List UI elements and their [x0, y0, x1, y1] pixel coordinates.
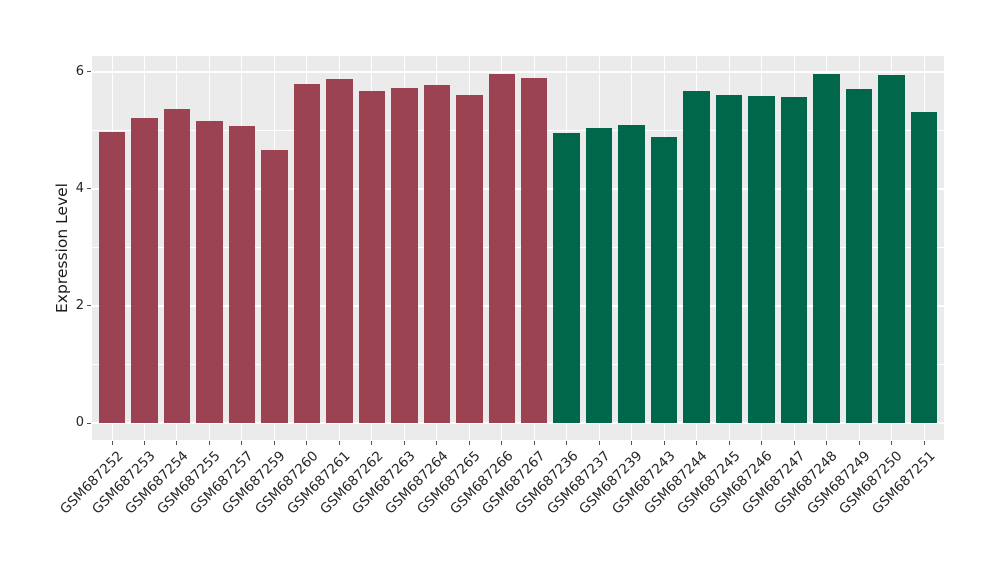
x-tick-mark: [436, 441, 438, 445]
x-tick-label-text: GSM687253: [89, 448, 159, 518]
x-tick-label-text: GSM687244: [641, 448, 711, 518]
x-tick-label-text: GSM687237: [544, 448, 614, 518]
x-tick-label-text: GSM687257: [186, 448, 257, 518]
x-tick-label-text: GSM687267: [479, 448, 549, 518]
x-tick-label-text: GSM687265: [414, 448, 484, 518]
bar-GSM687251: [910, 111, 938, 424]
x-tick-mark: [631, 441, 633, 445]
x-tick-label-text: GSM687236: [511, 448, 582, 518]
x-tick-mark: [858, 441, 860, 445]
x-tick-mark: [176, 441, 178, 445]
x-tick-label-text: GSM687255: [154, 448, 224, 518]
bar-GSM687250: [878, 74, 905, 423]
x-tick-label-text: GSM687247: [738, 448, 809, 518]
bar-GSM687247: [780, 96, 808, 424]
bar-GSM687260: [293, 84, 321, 424]
y-tick-mark: [87, 71, 91, 73]
minor-gridline: [92, 129, 944, 131]
bar-GSM687248: [813, 73, 840, 423]
major-gridline: [92, 304, 944, 307]
x-tick-label-text: GSM687249: [803, 448, 874, 518]
x-tick-label-text: GSM687246: [706, 448, 776, 518]
x-tick-mark: [338, 441, 340, 445]
y-axis-title: Expression Level: [53, 183, 71, 313]
bar-GSM687239: [618, 125, 645, 423]
bar-GSM687259: [261, 149, 288, 424]
x-tick-label-text: GSM687245: [673, 448, 744, 518]
x-tick-label-text: GSM687262: [316, 448, 387, 518]
x-tick-mark: [696, 441, 698, 445]
x-tick-label-text: GSM687248: [771, 448, 841, 518]
bar-GSM687245: [715, 94, 743, 423]
x-tick-mark: [306, 441, 308, 445]
x-tick-mark: [208, 441, 210, 445]
bar-GSM687267: [520, 77, 548, 424]
x-tick-label-text: GSM687259: [219, 448, 289, 518]
bar-GSM687257: [228, 125, 256, 424]
bar-GSM687265: [456, 94, 483, 423]
x-tick-mark: [923, 441, 925, 445]
x-tick-mark: [826, 441, 828, 445]
x-tick-label-text: GSM687263: [349, 448, 419, 518]
major-gridline: [92, 70, 944, 73]
x-tick-label-text: GSM687243: [609, 448, 679, 518]
bar-GSM687264: [423, 84, 451, 423]
x-tick-label-text: GSM687251: [868, 448, 939, 518]
x-tick-label-text: GSM687239: [576, 448, 646, 518]
bar-GSM687252: [98, 132, 126, 424]
bar-GSM687246: [748, 95, 775, 424]
bar-GSM687253: [131, 118, 158, 424]
x-tick-mark: [501, 441, 503, 445]
x-tick-mark: [143, 441, 145, 445]
x-tick-label-text: GSM687254: [121, 448, 192, 518]
x-tick-label-text: GSM687260: [251, 448, 322, 518]
x-tick-mark: [371, 441, 373, 445]
bar-GSM687266: [488, 73, 515, 423]
x-tick-mark: [111, 441, 113, 445]
bar-GSM687261: [326, 78, 353, 424]
x-tick-mark: [273, 441, 275, 445]
y-tick-label: 0: [75, 415, 84, 431]
bar-GSM687236: [553, 132, 580, 423]
bar-GSM687237: [585, 128, 613, 424]
y-tick-label: 6: [75, 63, 84, 79]
x-tick-mark: [728, 441, 730, 445]
x-tick-mark: [663, 441, 665, 445]
x-tick-mark: [891, 441, 893, 445]
bar-GSM687255: [196, 120, 223, 424]
y-tick-mark: [87, 305, 91, 307]
x-tick-mark: [468, 441, 470, 445]
x-tick-label-text: GSM687250: [836, 448, 906, 518]
bar-GSM687244: [683, 90, 710, 424]
y-tick-mark: [87, 188, 91, 190]
x-tick-mark: [793, 441, 795, 445]
plot-panel: [92, 56, 944, 440]
bar-GSM687243: [650, 136, 678, 423]
x-tick-mark: [403, 441, 405, 445]
x-tick-label-text: GSM687264: [381, 448, 452, 518]
x-tick-mark: [566, 441, 568, 445]
minor-gridline: [92, 363, 944, 365]
x-tick-label-text: GSM687266: [446, 448, 517, 518]
x-tick-label-text: GSM687261: [284, 448, 354, 518]
bar-GSM687262: [358, 90, 386, 424]
x-tick-mark: [761, 441, 763, 445]
minor-gridline: [92, 246, 944, 248]
bar-GSM687263: [391, 87, 418, 424]
x-tick-mark: [533, 441, 535, 445]
bar-GSM687249: [845, 88, 873, 423]
x-tick-mark: [241, 441, 243, 445]
major-gridline: [92, 187, 944, 190]
major-gridline: [92, 422, 944, 425]
bar-GSM687254: [163, 108, 191, 423]
x-tick-mark: [598, 441, 600, 445]
y-tick-mark: [87, 422, 91, 424]
x-tick-label-text: GSM687252: [56, 448, 127, 518]
